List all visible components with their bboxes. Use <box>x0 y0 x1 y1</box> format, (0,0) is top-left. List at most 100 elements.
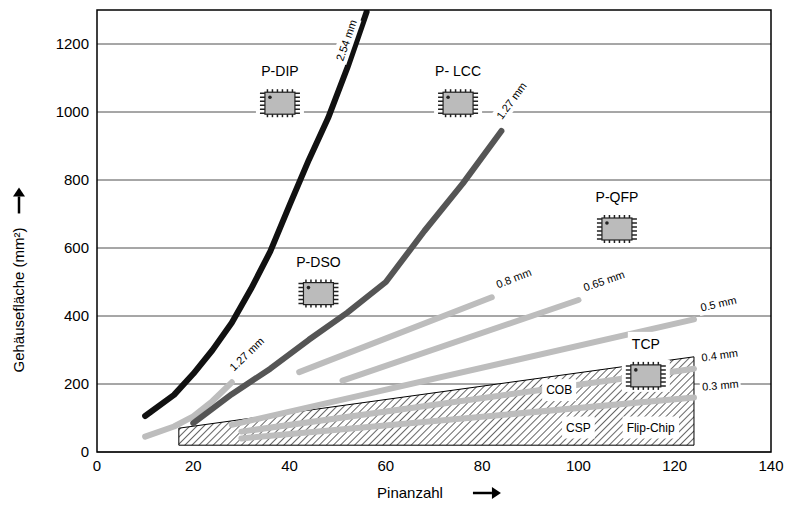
arrow-head <box>13 187 25 196</box>
series-label-group: 0.3 mm <box>699 375 741 395</box>
series-label: 2.54 mm <box>334 18 359 62</box>
package-label: P- LCC <box>435 63 481 79</box>
icon-patch <box>294 278 342 310</box>
series-label-group: 0.4 mm <box>698 344 741 365</box>
icon-body <box>303 283 333 305</box>
region-label: Flip-Chip <box>627 421 675 435</box>
x-tick-label: 80 <box>474 457 491 474</box>
label-patch <box>257 59 302 83</box>
label-patch <box>579 266 628 296</box>
series-label: 0.4 mm <box>701 347 739 364</box>
series-label-group: 1.27 mm <box>491 77 532 124</box>
y-tick-label: 0 <box>81 443 89 460</box>
series-label-group: 0.5 mm <box>697 291 740 316</box>
series-label-group: 2.54 mm <box>331 16 361 65</box>
grid-line <box>97 248 771 249</box>
plot-area <box>145 12 694 445</box>
grid-line <box>97 44 771 45</box>
labels: COB CSP Flip-Chip P-DIP P- LCC P-DSO P-QFP TCP 2… <box>224 16 741 439</box>
region-label: COB <box>546 383 572 397</box>
series-label-group: 1.27 mm <box>224 332 269 376</box>
series-label: 0.65 mm <box>582 268 626 293</box>
chart: 0 200 400 600 800 1000 1200 0 20 40 60 80 100 120 140 C… <box>0 0 789 508</box>
grid-line <box>97 180 771 181</box>
grid-line <box>97 316 771 317</box>
icon-patch <box>434 87 482 119</box>
series-label: 0.5 mm <box>699 294 737 314</box>
y-tick-label: 400 <box>64 307 89 324</box>
label-patch <box>491 77 532 124</box>
grid-line <box>97 112 771 113</box>
package-icon <box>256 87 304 119</box>
region-label: CSP <box>566 421 591 435</box>
icon-body <box>602 218 632 240</box>
icon-dot <box>268 95 272 99</box>
label-patch <box>431 59 485 83</box>
icon-patch <box>256 87 304 119</box>
label-patch <box>698 344 741 365</box>
x-tick-label: 120 <box>662 457 687 474</box>
x-axis-arrow <box>473 487 501 499</box>
label-patch <box>592 185 643 209</box>
y-tick-label: 600 <box>64 239 89 256</box>
icon-body <box>631 365 661 387</box>
background <box>0 0 789 508</box>
label-patch <box>331 16 361 65</box>
plot-frame <box>97 10 771 452</box>
series-label: 0.3 mm <box>702 378 740 393</box>
icon-dot <box>634 368 638 372</box>
y-tick-label: 800 <box>64 171 89 188</box>
arrow-shaft <box>18 196 21 213</box>
series-label-group: 0.65 mm <box>579 266 628 296</box>
x-tick-label: 140 <box>758 457 783 474</box>
y-tick-label: 1000 <box>56 103 89 120</box>
y-tick-label: 1200 <box>56 35 89 52</box>
icon-patch <box>593 213 641 245</box>
package-icon <box>434 87 482 119</box>
x-tick-label: 60 <box>378 457 395 474</box>
x-tick-label: 100 <box>566 457 591 474</box>
series-label: 1.27 mm <box>494 80 529 122</box>
label-patch <box>224 332 269 376</box>
icon-body <box>265 92 295 114</box>
arrow-shaft <box>473 492 492 495</box>
label-patch <box>628 332 664 356</box>
series-line <box>343 300 579 381</box>
y-axis-title: Gehäusefläche (mm²) <box>10 227 27 372</box>
package-label: TCP <box>632 336 660 352</box>
x-tick-label: 20 <box>185 457 202 474</box>
x-tick-label: 40 <box>281 457 298 474</box>
y-tick-label: 200 <box>64 375 89 392</box>
label-patch <box>292 250 344 274</box>
label-patch <box>697 291 740 316</box>
label-patch <box>699 375 741 395</box>
package-label: P-QFP <box>596 189 639 205</box>
y-title-group: Gehäusefläche (mm²) <box>10 227 27 372</box>
label-patch <box>492 263 536 293</box>
label-patch <box>623 417 679 439</box>
arrow-head <box>492 487 501 499</box>
series-label-group: 0.8 mm <box>492 263 536 293</box>
x-tick-label: 0 <box>93 457 101 474</box>
icon-body <box>443 92 473 114</box>
x-axis-title: Pinanzahl <box>377 484 443 501</box>
icon-dot <box>605 221 609 225</box>
series-line <box>241 398 694 439</box>
series-label: 1.27 mm <box>227 335 266 373</box>
series-label: 0.8 mm <box>494 266 533 290</box>
package-label: P-DIP <box>261 63 298 79</box>
label-patch <box>562 417 595 439</box>
package-label: P-DSO <box>296 254 340 270</box>
y-axis-arrow <box>13 187 25 213</box>
icon-dot <box>307 286 311 290</box>
icon-dot <box>446 95 450 99</box>
label-patch <box>542 379 576 401</box>
package-region <box>179 357 694 445</box>
package-icon <box>593 213 641 245</box>
icon-patch <box>622 360 670 392</box>
series-line <box>232 319 694 424</box>
package-icon <box>294 278 342 310</box>
package-icon <box>622 360 670 392</box>
series-line <box>193 131 501 423</box>
series-line <box>145 12 366 416</box>
